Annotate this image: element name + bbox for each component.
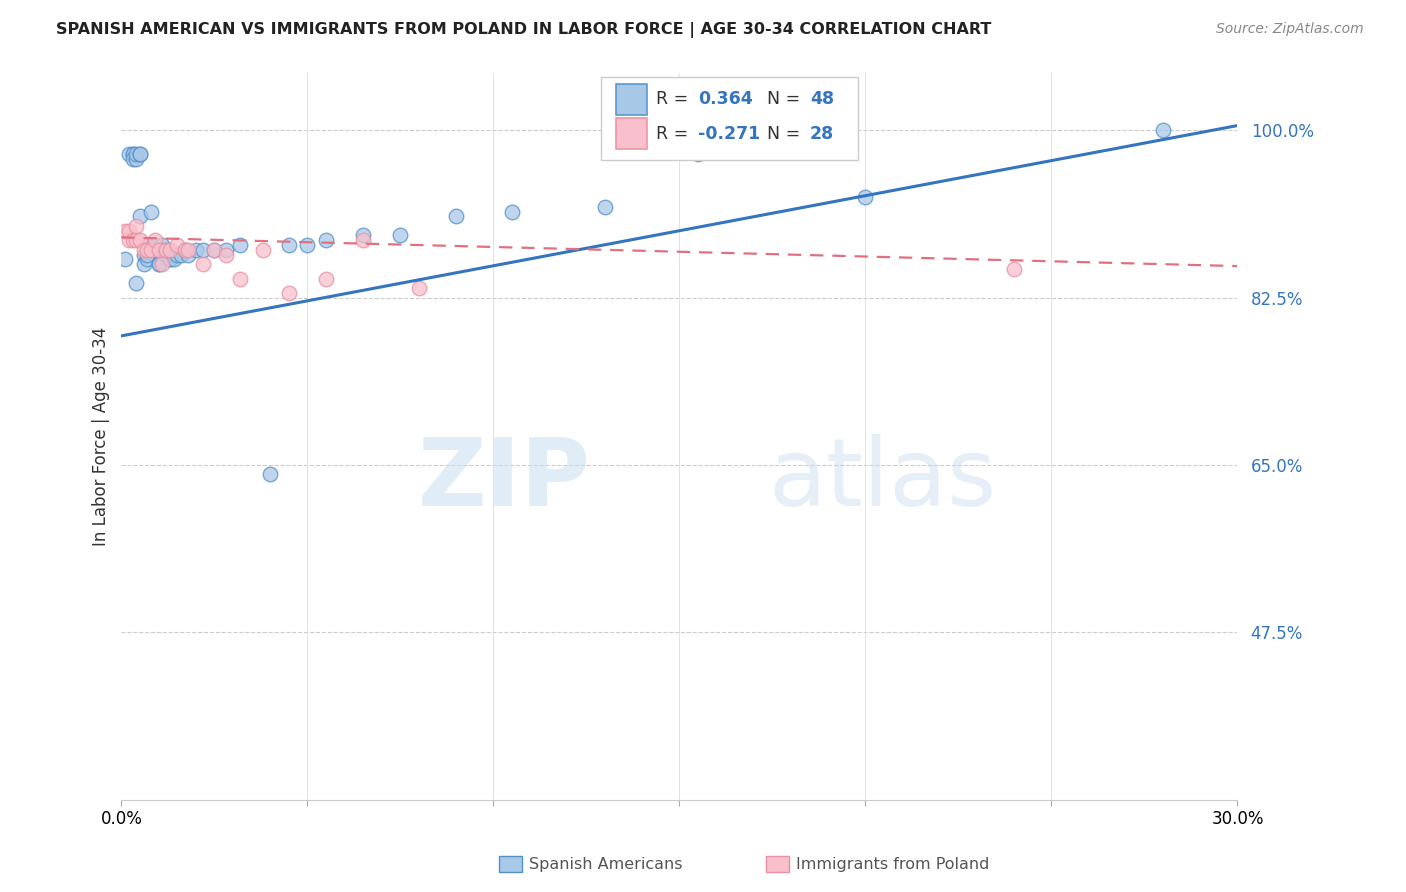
Text: N =: N = (756, 125, 806, 143)
Point (114, 224, 136, 238)
Point (125, 152, 148, 166)
Text: R =: R = (657, 90, 693, 108)
Point (297, 238, 319, 252)
Text: -0.271: -0.271 (699, 125, 761, 143)
Point (125, 233, 148, 247)
Point (408, 281, 430, 295)
Point (143, 238, 166, 252)
Text: R =: R = (657, 125, 693, 143)
Point (132, 257, 155, 271)
Text: N =: N = (756, 90, 806, 108)
Point (1152, 123, 1174, 137)
Point (136, 247, 159, 261)
Point (155, 243, 177, 257)
Point (159, 252, 181, 267)
FancyBboxPatch shape (616, 119, 647, 149)
Text: ZIP: ZIP (418, 434, 591, 526)
Point (352, 233, 374, 247)
Point (125, 277, 148, 291)
Point (315, 271, 337, 285)
Point (173, 243, 195, 257)
Point (593, 200, 616, 214)
Point (277, 285, 299, 300)
Point (148, 257, 170, 271)
Point (173, 243, 195, 257)
Point (177, 243, 200, 257)
FancyBboxPatch shape (602, 77, 858, 161)
Point (121, 147, 143, 161)
Point (214, 243, 236, 257)
FancyBboxPatch shape (616, 84, 647, 114)
Point (193, 257, 215, 271)
Point (121, 233, 143, 247)
Point (143, 233, 166, 247)
Point (125, 147, 148, 161)
Point (129, 233, 152, 247)
Point (118, 147, 141, 161)
Point (162, 252, 184, 267)
Point (118, 224, 141, 238)
Point (114, 252, 136, 267)
Point (229, 238, 252, 252)
Point (121, 152, 143, 166)
Y-axis label: In Labor Force | Age 30-34: In Labor Force | Age 30-34 (93, 326, 110, 546)
Point (136, 243, 159, 257)
Point (129, 147, 152, 161)
Point (352, 228, 374, 243)
Point (1002, 262, 1025, 277)
Point (121, 147, 143, 161)
Point (150, 257, 173, 271)
Point (686, 147, 709, 161)
Point (143, 243, 166, 257)
Point (136, 252, 159, 267)
Point (155, 243, 177, 257)
Point (446, 210, 468, 224)
Point (159, 252, 181, 267)
Point (501, 204, 523, 219)
Point (204, 243, 226, 257)
Text: 0.364: 0.364 (699, 90, 754, 108)
Point (141, 243, 163, 257)
Point (214, 247, 236, 261)
Point (148, 257, 170, 271)
Point (132, 247, 155, 261)
Point (170, 247, 193, 261)
Point (141, 204, 163, 219)
Point (177, 247, 200, 261)
Point (166, 247, 188, 261)
Point (229, 271, 252, 285)
Point (252, 243, 274, 257)
Point (159, 243, 181, 257)
Point (136, 238, 159, 252)
Point (184, 243, 207, 257)
Point (129, 210, 152, 224)
Point (150, 238, 173, 252)
Point (193, 243, 215, 257)
Point (125, 219, 148, 233)
Point (204, 243, 226, 257)
Text: Immigrants from Poland: Immigrants from Poland (796, 857, 990, 871)
Point (148, 243, 170, 257)
Point (166, 238, 188, 252)
Point (277, 238, 299, 252)
Point (315, 233, 337, 247)
Text: Source: ZipAtlas.com: Source: ZipAtlas.com (1216, 22, 1364, 37)
Text: 28: 28 (810, 125, 834, 143)
Point (389, 228, 412, 243)
Point (155, 247, 177, 261)
Point (118, 233, 141, 247)
Point (855, 190, 877, 204)
Point (259, 467, 281, 482)
Point (129, 147, 152, 161)
Text: SPANISH AMERICAN VS IMMIGRANTS FROM POLAND IN LABOR FORCE | AGE 30-34 CORRELATIO: SPANISH AMERICAN VS IMMIGRANTS FROM POLA… (56, 22, 991, 38)
Point (132, 243, 155, 257)
Text: atlas: atlas (769, 434, 997, 526)
Text: 48: 48 (810, 90, 834, 108)
Text: Spanish Americans: Spanish Americans (529, 857, 682, 871)
